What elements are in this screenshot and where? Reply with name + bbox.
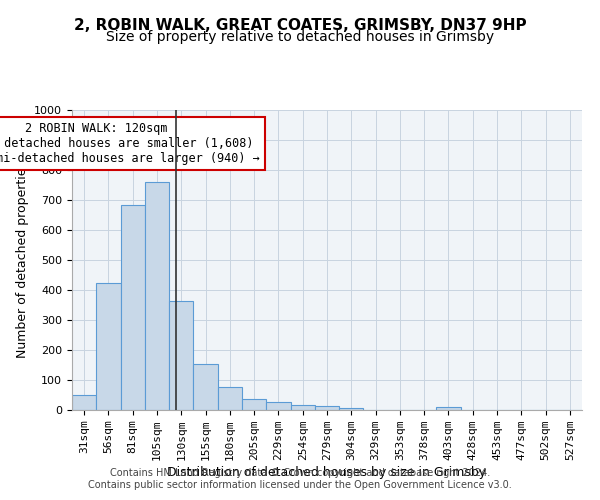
Bar — [169, 300, 193, 410]
Bar — [193, 364, 218, 410]
X-axis label: Distribution of detached houses by size in Grimsby: Distribution of detached houses by size … — [167, 466, 487, 479]
Text: Size of property relative to detached houses in Grimsby: Size of property relative to detached ho… — [106, 30, 494, 44]
Bar — [436, 407, 461, 410]
Bar — [315, 406, 339, 410]
Y-axis label: Number of detached properties: Number of detached properties — [16, 162, 29, 358]
Text: 2 ROBIN WALK: 120sqm
← 62% of detached houses are smaller (1,608)
36% of semi-de: 2 ROBIN WALK: 120sqm ← 62% of detached h… — [0, 122, 260, 165]
Bar — [96, 282, 121, 410]
Bar — [145, 182, 169, 410]
Bar — [242, 399, 266, 410]
Bar — [218, 387, 242, 410]
Bar — [121, 204, 145, 410]
Bar — [72, 395, 96, 410]
Bar — [266, 402, 290, 410]
Text: Contains HM Land Registry data © Crown copyright and database right 2024.
Contai: Contains HM Land Registry data © Crown c… — [88, 468, 512, 490]
Bar — [339, 408, 364, 410]
Bar — [290, 404, 315, 410]
Text: 2, ROBIN WALK, GREAT COATES, GRIMSBY, DN37 9HP: 2, ROBIN WALK, GREAT COATES, GRIMSBY, DN… — [74, 18, 526, 32]
